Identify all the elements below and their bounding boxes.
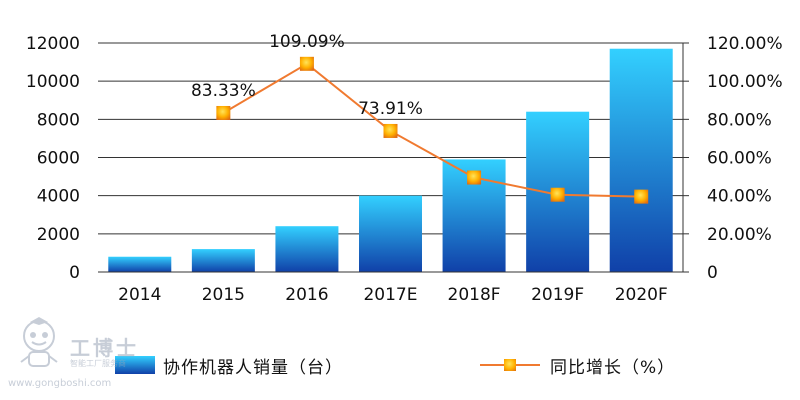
x-tick-label: 2020F	[615, 285, 668, 305]
y-left-tick-label: 0	[69, 263, 80, 283]
x-tick-label: 2015	[202, 285, 245, 305]
data-label-2016: 109.09%	[269, 32, 345, 52]
y-left-tick-label: 10000	[26, 72, 80, 92]
watermark-title: 工博士	[70, 336, 139, 360]
growth-line	[222, 62, 642, 198]
legend-line-swatch	[480, 355, 540, 375]
x-tick-label: 2017E	[363, 285, 417, 305]
y-left-tick-label: 6000	[37, 149, 80, 169]
point-2020F	[634, 189, 649, 204]
y-right-tick-label: 60.00%	[707, 149, 772, 169]
x-tick-label: 2016	[285, 285, 328, 305]
bar-2015	[191, 249, 255, 272]
point-2017E	[383, 123, 398, 138]
bar-2020F	[609, 48, 673, 272]
x-tick-label: 2014	[118, 285, 161, 305]
y-right-tick-label: 40.00%	[707, 187, 772, 207]
legend-item-bar[interactable]: 协作机器人销量（台）	[115, 350, 343, 380]
x-tick-label: 2019F	[531, 285, 584, 305]
y-left-tick-label: 12000	[26, 34, 80, 54]
tick-labels: 0 2000 4000 6000 8000 10000 12000 0 20.00% 40.00%…	[26, 34, 783, 305]
bar-series	[108, 48, 673, 272]
bar-2014	[108, 256, 172, 272]
bar-2017E	[359, 195, 422, 272]
point-2019F	[550, 187, 565, 202]
watermark: 工博士 智能工厂服务商 www.gongboshi.com	[8, 312, 168, 394]
legend-line-label: 同比增长（%）	[550, 357, 676, 378]
bar-2016	[275, 226, 339, 272]
legend-item-line[interactable]: 同比增长（%）	[480, 350, 675, 380]
robot-mascot-icon	[20, 317, 58, 367]
line-series	[216, 56, 649, 204]
y-right-tick-label: 80.00%	[707, 110, 772, 130]
y-left-tick-label: 4000	[37, 187, 80, 207]
legend: 协作机器人销量（台） 同比增长（%）	[115, 350, 715, 380]
point-2018F	[467, 170, 482, 185]
legend-bar-label: 协作机器人销量（台）	[163, 357, 343, 378]
x-tick-label: 2018F	[448, 285, 501, 305]
y-left-tick-label: 2000	[37, 225, 80, 245]
y-right-tick-label: 20.00%	[707, 225, 772, 245]
axes	[98, 42, 689, 273]
point-2016	[299, 56, 314, 71]
y-right-tick-label: 120.00%	[707, 34, 783, 54]
y-right-tick-label: 0	[707, 263, 718, 283]
point-2015	[216, 105, 231, 120]
y-left-tick-label: 8000	[37, 110, 80, 130]
watermark-url: www.gongboshi.com	[8, 378, 112, 389]
data-label-2015: 83.33%	[191, 81, 256, 101]
data-label-2017E: 73.91%	[358, 99, 423, 119]
watermark-subtitle: 智能工厂服务商	[70, 359, 126, 368]
data-labels: 83.33% 109.09% 73.91%	[191, 32, 423, 119]
y-right-tick-label: 100.00%	[707, 72, 783, 92]
legend-bar-swatch	[115, 356, 155, 374]
